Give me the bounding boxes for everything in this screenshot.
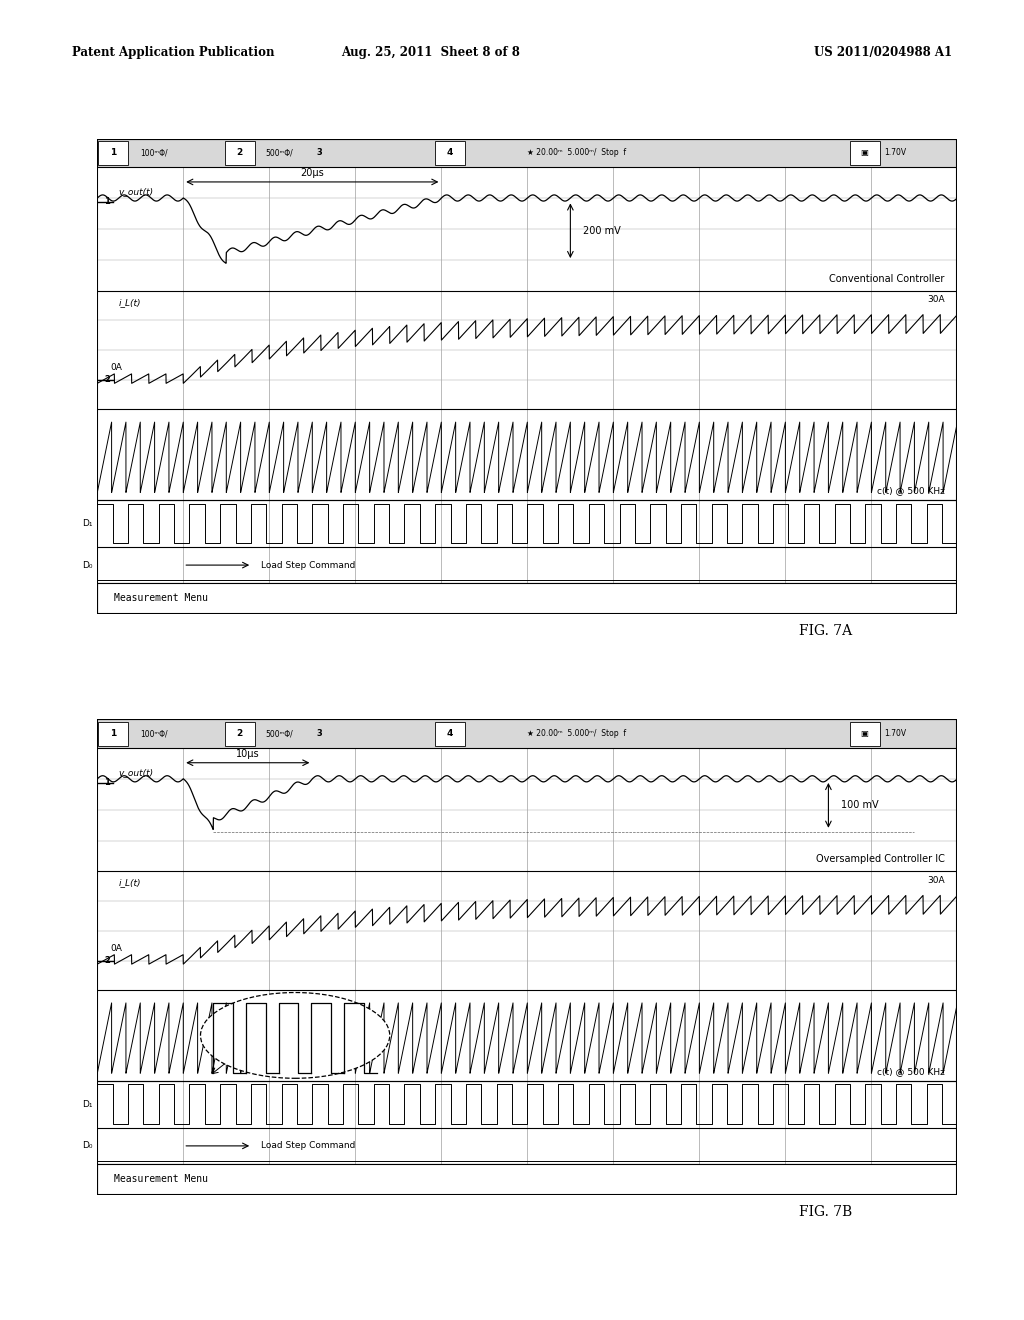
Text: Measurement Menu: Measurement Menu [115,1175,209,1184]
Text: ★ 20.00ᵐ  5.000ᵐ/  Stop  f: ★ 20.00ᵐ 5.000ᵐ/ Stop f [527,148,627,157]
Text: 1: 1 [110,729,116,738]
Text: 1.70V: 1.70V [885,729,906,738]
Ellipse shape [201,993,390,1078]
Text: 20μs: 20μs [300,168,325,178]
Text: D₀: D₀ [83,561,93,570]
Bar [435,141,466,165]
Text: c(t) @ 500 KHz: c(t) @ 500 KHz [877,486,944,495]
Text: 30A: 30A [927,876,944,886]
Text: 100ᵐΦ/: 100ᵐΦ/ [140,729,168,738]
Text: 1.70V: 1.70V [885,148,906,157]
Bar [97,1164,957,1195]
Text: 10μs: 10μs [236,748,260,759]
Bar [97,583,957,614]
Text: 2: 2 [237,148,243,157]
Text: 200 mV: 200 mV [584,226,621,236]
Text: 2: 2 [104,375,110,384]
Text: i_L(t): i_L(t) [119,879,141,887]
Text: 0A: 0A [111,363,122,372]
Text: c(t) @ 500 KHz: c(t) @ 500 KHz [877,1067,944,1076]
Text: v_out(t): v_out(t) [119,187,154,197]
Bar [435,722,466,746]
Bar [97,139,957,168]
Text: US 2011/0204988 A1: US 2011/0204988 A1 [814,46,952,59]
Text: 500ᵐΦ/: 500ᵐΦ/ [265,729,293,738]
Bar [97,719,957,748]
Text: Measurement Menu: Measurement Menu [115,594,209,603]
Text: 2: 2 [104,956,110,965]
Text: 1: 1 [104,197,110,206]
Text: Load Step Command: Load Step Command [261,561,355,570]
Text: 4: 4 [446,148,454,157]
Text: FIG. 7A: FIG. 7A [799,624,852,639]
Text: Load Step Command: Load Step Command [261,1142,355,1151]
Text: Aug. 25, 2011  Sheet 8 of 8: Aug. 25, 2011 Sheet 8 of 8 [341,46,519,59]
Text: D₁: D₁ [83,519,93,528]
Text: D₀: D₀ [83,1142,93,1151]
Bar [850,722,880,746]
Text: FIG. 7B: FIG. 7B [799,1205,852,1220]
Text: v_out(t): v_out(t) [119,768,154,777]
Text: Conventional Controller: Conventional Controller [829,273,944,284]
Text: 3: 3 [316,148,323,157]
Text: ▣: ▣ [860,729,868,738]
Text: 100ᵐΦ/: 100ᵐΦ/ [140,148,168,157]
Text: 1: 1 [104,777,110,787]
Bar [224,722,255,746]
Text: ★ 20.00ᵐ  5.000ᵐ/  Stop  f: ★ 20.00ᵐ 5.000ᵐ/ Stop f [527,729,627,738]
Text: 100 mV: 100 mV [842,800,879,810]
Text: ▣: ▣ [860,148,868,157]
Text: 0A: 0A [111,944,122,953]
Text: 3: 3 [316,729,323,738]
Text: 4: 4 [446,729,454,738]
Text: 500ᵐΦ/: 500ᵐΦ/ [265,148,293,157]
Text: 1: 1 [110,148,116,157]
Bar [98,141,128,165]
Text: D₁: D₁ [83,1100,93,1109]
Text: Patent Application Publication: Patent Application Publication [72,46,274,59]
Text: i_L(t): i_L(t) [119,298,141,306]
Bar [224,141,255,165]
Text: Oversampled Controller IC: Oversampled Controller IC [816,854,944,865]
Bar [850,141,880,165]
Text: 2: 2 [237,729,243,738]
Text: 30A: 30A [927,296,944,305]
Bar [98,722,128,746]
